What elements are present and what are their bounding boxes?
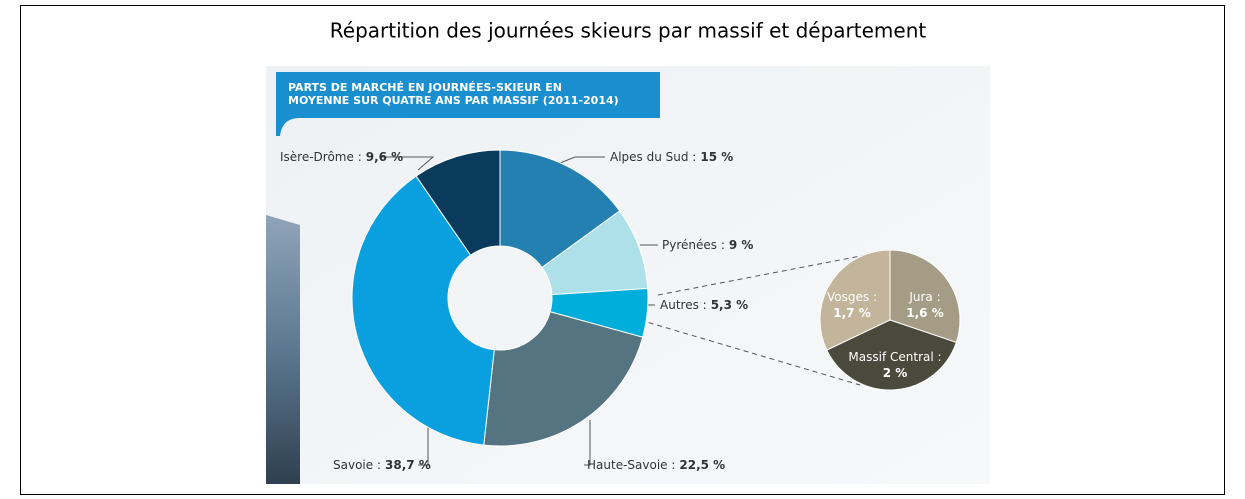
- slice: [819, 249, 891, 351]
- value-label: 38,7 %: [385, 458, 431, 472]
- category-name: Haute-Savoie :: [587, 458, 675, 472]
- value-label: 1,6 %: [906, 306, 943, 320]
- slice: [499, 149, 621, 269]
- value-label: 9,6 %: [366, 150, 403, 164]
- slice-label: Pyrénées : 9 %: [662, 238, 753, 252]
- slice-label: Autres : 5,3 %: [660, 298, 748, 312]
- value-label: 9 %: [729, 238, 754, 252]
- slice-label: Alpes du Sud : 15 %: [610, 150, 733, 164]
- slice-label: Savoie : 38,7 %: [333, 458, 431, 472]
- charts: Alpes du Sud : 15 % Pyrénées : 9 % Autres : 5…: [280, 149, 961, 472]
- value-label: 22,5 %: [679, 458, 725, 472]
- category-name: Savoie :: [333, 458, 381, 472]
- slice: [351, 175, 495, 446]
- slice: [483, 311, 644, 447]
- chart-subtitle: PARTS DE MARCHÉ EN JOURNÉES-SKIEUR EN MOY…: [288, 81, 619, 107]
- category-name: Autres :: [660, 298, 707, 312]
- value-label: 2 %: [883, 366, 908, 380]
- category-name: Isère-Drôme :: [280, 150, 362, 164]
- category-name: Jura :: [908, 290, 940, 304]
- category-name: Alpes du Sud :: [610, 150, 696, 164]
- slice-label: Isère-Drôme : 9,6 %: [280, 150, 403, 164]
- value-label: 1,7 %: [833, 306, 870, 320]
- slice: [889, 249, 961, 344]
- slice: [415, 149, 501, 256]
- slice-label: Vosges : 1,7 %: [827, 290, 877, 320]
- slice-label: Massif Central : 2 %: [848, 350, 941, 380]
- value-label: 15 %: [700, 150, 733, 164]
- category-name: Vosges :: [827, 290, 877, 304]
- category-name: Pyrénées :: [662, 238, 725, 252]
- category-name: Massif Central :: [848, 350, 941, 364]
- page-title: Répartition des journées skieurs par mas…: [330, 19, 927, 43]
- value-label: 5,3 %: [711, 298, 748, 312]
- slice-label: Haute-Savoie : 22,5 %: [587, 458, 725, 472]
- slice-label: Jura : 1,6 %: [906, 290, 943, 320]
- header-tab: [276, 72, 660, 136]
- photo-strip: [266, 215, 300, 484]
- slice: [826, 319, 957, 391]
- leader-lines: [380, 156, 893, 466]
